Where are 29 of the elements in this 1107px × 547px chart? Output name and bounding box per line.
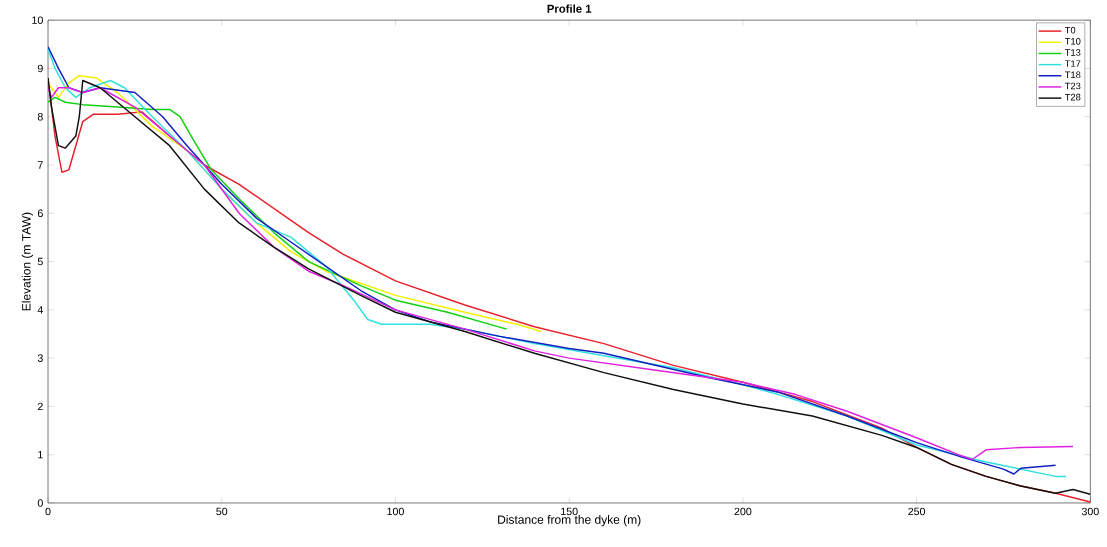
legend-label: T18 bbox=[1064, 71, 1081, 79]
y-tick-label: 1 bbox=[38, 451, 43, 459]
x-axis-title: Distance from the dyke (m) bbox=[498, 515, 641, 527]
x-tick-label: 200 bbox=[734, 507, 752, 516]
y-tick-label: 4 bbox=[37, 306, 44, 314]
y-tick-label: 5 bbox=[37, 257, 43, 266]
legend-label: T13 bbox=[1064, 49, 1081, 56]
legend-label: T10 bbox=[1064, 38, 1081, 45]
y-tick-label: 9 bbox=[37, 64, 43, 73]
x-tick-label: 150 bbox=[561, 507, 578, 516]
y-tick-label: 2 bbox=[37, 402, 43, 411]
legend-label: T28 bbox=[1064, 93, 1081, 101]
y-axis-title: Elevation (m TAW) bbox=[21, 212, 33, 311]
y-tick-label: 8 bbox=[37, 112, 43, 121]
legend-label: T17 bbox=[1064, 60, 1081, 67]
x-tick-label: 100 bbox=[387, 507, 404, 516]
line-series bbox=[48, 96, 508, 330]
legend-label: T23 bbox=[1064, 82, 1081, 90]
x-tick-label: 300 bbox=[1081, 507, 1099, 516]
chart-title: Profile 1 bbox=[547, 4, 592, 13]
legend-label: T0 bbox=[1064, 26, 1076, 34]
y-tick-label: 10 bbox=[32, 16, 43, 24]
y-tick-label: 0 bbox=[37, 499, 43, 507]
y-tick-label: 7 bbox=[37, 161, 43, 169]
y-tick-label: 3 bbox=[37, 354, 43, 362]
x-tick-label: 250 bbox=[908, 507, 926, 516]
x-tick-label: 0 bbox=[45, 507, 51, 516]
y-tick-label: 6 bbox=[37, 209, 43, 218]
x-tick-label: 50 bbox=[216, 507, 228, 516]
